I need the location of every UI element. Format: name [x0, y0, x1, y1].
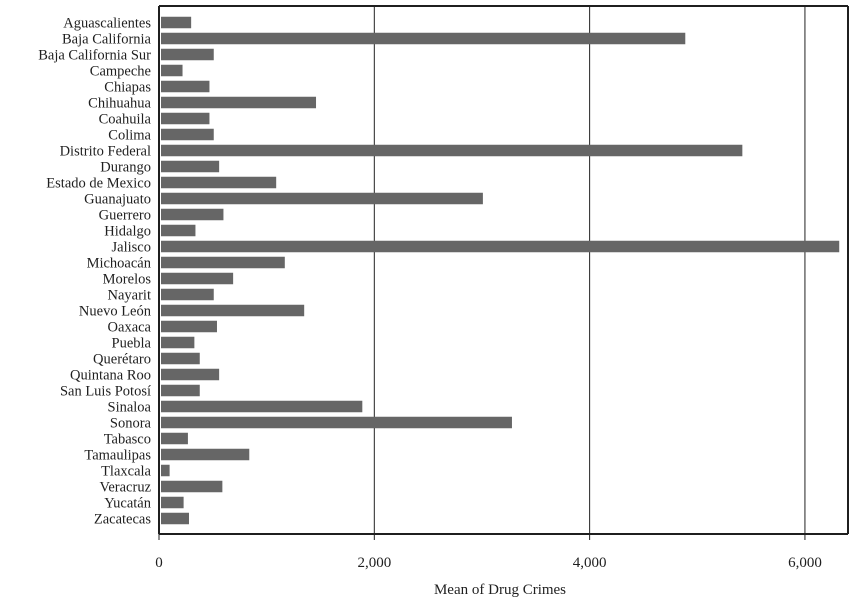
bar	[161, 128, 214, 141]
category-label: Puebla	[112, 336, 152, 352]
category-label: Estado de Mexico	[46, 176, 151, 192]
category-label: Quintana Roo	[70, 368, 151, 384]
bar	[161, 448, 250, 461]
x-axis-title: Mean of Drug Crimes	[434, 582, 566, 598]
category-label: Distrito Federal	[60, 144, 151, 160]
category-label: Colima	[108, 128, 151, 144]
category-label: Campeche	[90, 64, 151, 80]
category-label: Aguascalientes	[63, 16, 151, 32]
bar	[161, 32, 686, 45]
bar	[161, 240, 840, 253]
bar	[161, 368, 220, 381]
bar	[161, 48, 214, 61]
category-label: Sinaloa	[108, 400, 152, 416]
category-label: Guanajuato	[84, 192, 151, 208]
bar	[161, 336, 195, 349]
bar	[161, 224, 196, 237]
grid-layer	[373, 6, 806, 534]
category-label: Veracruz	[99, 480, 151, 496]
x-tick-label: 6,000	[788, 555, 822, 571]
category-label: Chiapas	[104, 80, 151, 96]
category-label: Tabasco	[104, 432, 151, 448]
category-label: San Luis Potosí	[60, 384, 151, 400]
x-tick-label: 4,000	[573, 555, 607, 571]
bar	[161, 400, 363, 413]
bar	[161, 512, 189, 525]
bar	[161, 176, 277, 189]
axis-layer	[158, 5, 849, 535]
category-label: Querétaro	[93, 352, 151, 368]
bar	[161, 80, 210, 93]
bar	[161, 480, 223, 493]
category-label: Baja California	[62, 32, 152, 48]
bar	[161, 64, 183, 77]
category-label: Michoacán	[87, 256, 152, 272]
bar	[161, 496, 184, 509]
bar	[161, 304, 305, 317]
bar	[161, 416, 512, 429]
category-label: Sonora	[110, 416, 152, 432]
category-label: Chihuahua	[88, 96, 151, 112]
bar	[161, 192, 483, 205]
bars-layer	[161, 16, 840, 525]
bar	[161, 464, 170, 477]
bar	[161, 320, 217, 333]
bar	[161, 384, 200, 397]
category-label: Hidalgo	[104, 224, 151, 240]
category-label: Tlaxcala	[101, 464, 151, 480]
category-label: Tamaulipas	[84, 448, 151, 464]
category-label: Durango	[100, 160, 151, 176]
bar	[161, 112, 210, 125]
category-label: Nayarit	[108, 288, 151, 304]
x-tick-label: 2,000	[357, 555, 391, 571]
category-label: Nuevo León	[79, 304, 152, 320]
category-label: Baja California Sur	[38, 48, 151, 64]
category-label: Morelos	[103, 272, 152, 288]
bar	[161, 96, 317, 109]
bar	[161, 256, 285, 269]
bar	[161, 288, 214, 301]
x-tick-label: 0	[155, 555, 163, 571]
bar	[161, 208, 224, 221]
ticks-layer: 0 2,000 4,000 6,000	[155, 534, 822, 571]
bar	[161, 272, 234, 285]
bar	[161, 16, 192, 29]
category-label: Zacatecas	[94, 512, 152, 528]
category-label: Jalisco	[112, 240, 151, 256]
category-label: Coahuila	[99, 112, 152, 128]
bar	[161, 144, 743, 157]
category-label: Yucatán	[104, 496, 151, 512]
bar	[161, 432, 188, 445]
category-label: Guerrero	[99, 208, 151, 224]
category-label: Oaxaca	[108, 320, 152, 336]
bar	[161, 352, 200, 365]
bar	[161, 160, 220, 173]
